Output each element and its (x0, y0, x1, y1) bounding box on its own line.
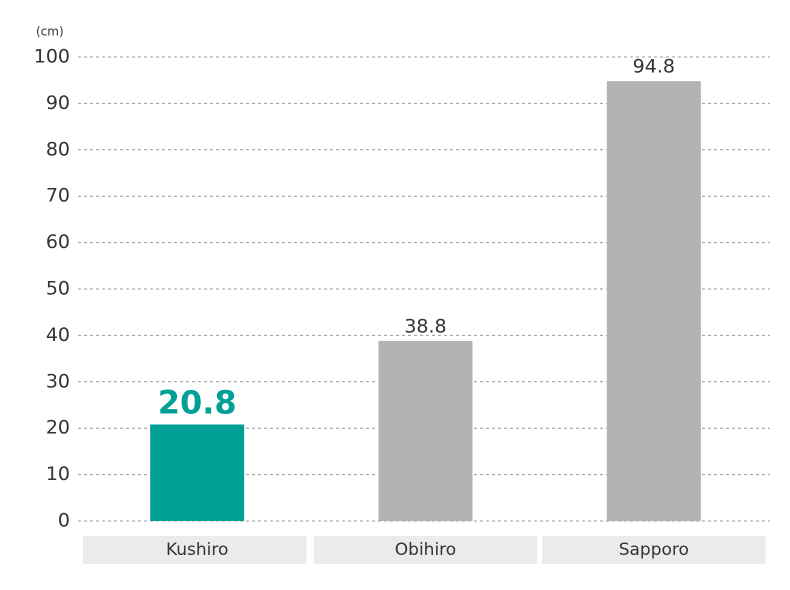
category-box (83, 536, 307, 564)
category-box (313, 536, 538, 564)
y-tick-label: 10 (46, 463, 70, 485)
bar (378, 340, 473, 521)
y-tick-label: 0 (58, 510, 70, 532)
y-tick-label: 80 (46, 138, 70, 160)
bar (606, 81, 701, 522)
y-tick-label: 30 (46, 370, 70, 392)
y-tick-label: 90 (46, 92, 70, 114)
y-tick-label: 60 (46, 231, 70, 253)
x-tick-label: Obihiro (395, 540, 456, 560)
data-label: 38.8 (404, 315, 446, 337)
y-tick-label: 100 (34, 46, 70, 68)
y-tick-label: 20 (46, 417, 70, 439)
bar (150, 424, 245, 521)
y-tick-label: 70 (46, 185, 70, 207)
x-tick-label: Kushiro (166, 540, 228, 560)
category-box (542, 536, 766, 564)
y-tick-label: 50 (46, 278, 70, 300)
y-tick-label: 40 (46, 324, 70, 346)
y-unit: (cm) (36, 25, 64, 39)
data-label: 94.8 (633, 56, 675, 78)
data-label: 20.8 (158, 383, 237, 421)
x-tick-label: Sapporo (619, 540, 689, 560)
